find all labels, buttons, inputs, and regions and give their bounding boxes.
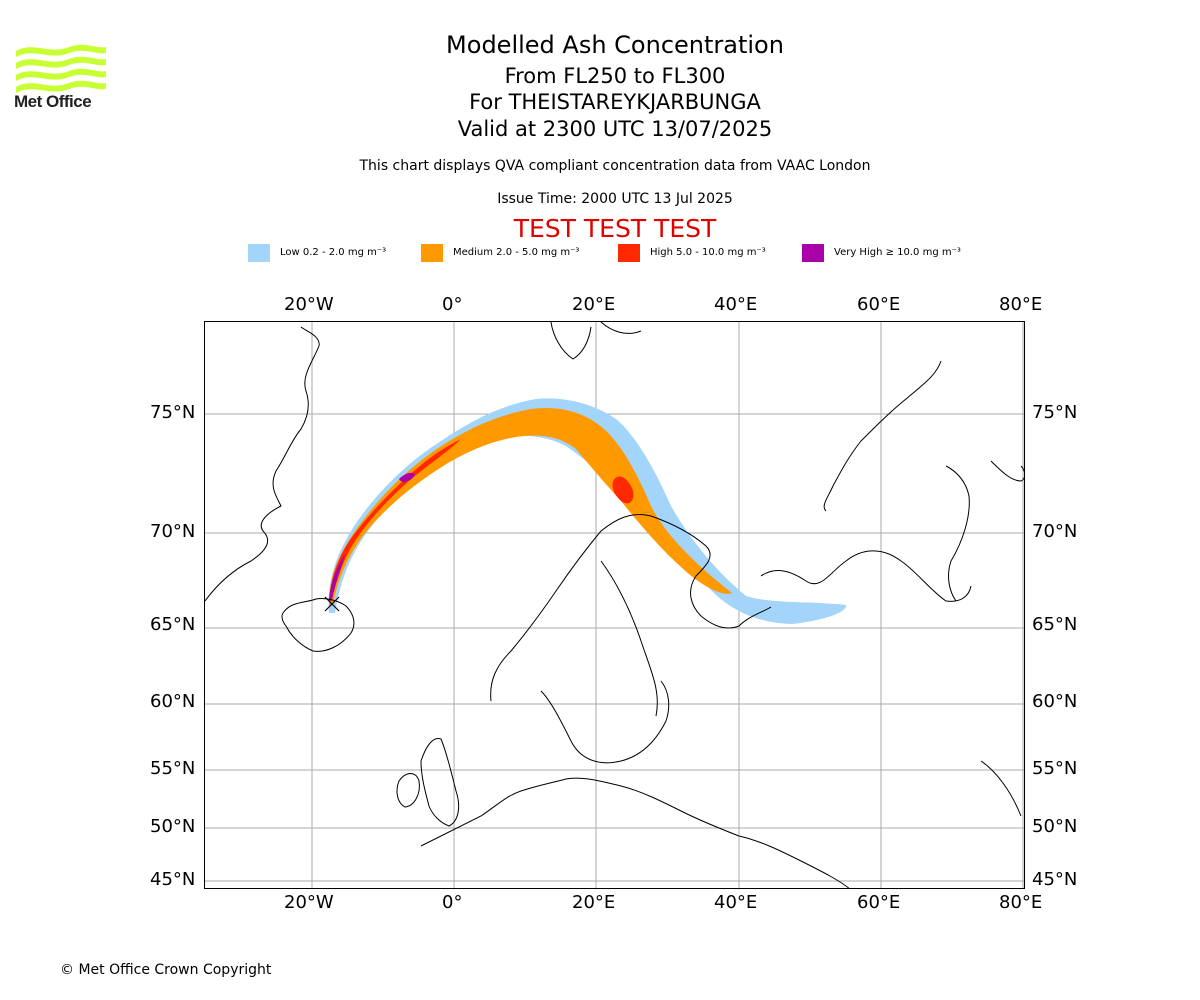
legend-label-very-high: Very High ≥ 10.0 mg m⁻³ [834,247,961,258]
lon-label-top-0: 0° [442,294,463,315]
lon-label-bottom-80e: 80°E [999,892,1043,913]
legend-label-high: High 5.0 - 10.0 mg m⁻³ [650,247,766,258]
map-canvas [205,322,1024,888]
lat-label-right-65n: 65°N [1032,614,1078,635]
volcano-marker-icon [324,596,340,612]
copyright-text: © Met Office Crown Copyright [60,962,272,978]
ash-medium-region [329,407,732,605]
lon-label-top-20w: 20°W [284,294,334,315]
legend-swatch-low [248,244,270,262]
coastline-yamal [945,465,970,602]
legend-swatch-medium [421,244,443,262]
lat-label-left-45n: 45°N [150,869,196,890]
lat-label-right-45n: 45°N [1032,869,1078,890]
lat-label-left-50n: 50°N [150,816,196,837]
lon-label-bottom-40e: 40°E [714,892,758,913]
lon-label-top-40e: 40°E [714,294,758,315]
lon-label-top-60e: 60°E [857,294,901,315]
coastline-baltic [540,680,670,764]
lat-label-right-70n: 70°N [1032,521,1078,542]
coastline-iceland [281,598,355,652]
met-office-logo [16,44,106,93]
coastlines [205,322,1024,888]
coastline-britain [420,737,460,827]
coastline-novaya-zemlya [823,360,942,512]
legend-swatch-high [618,244,640,262]
lon-label-bottom-60e: 60°E [857,892,901,913]
coastline-svalbard-east [600,322,642,334]
lon-label-bottom-20w: 20°W [284,892,334,913]
lon-label-top-80e: 80°E [999,294,1043,315]
coastline-europe [420,777,850,888]
coastline-east-seas [980,760,1022,817]
map-panel[interactable] [204,321,1025,889]
coastline-scandinavia [490,514,772,702]
lat-label-left-70n: 70°N [150,521,196,542]
ash-high-region-east [612,476,634,504]
issue-time: Issue Time: 2000 UTC 13 Jul 2025 [497,191,733,207]
legend-label-medium: Medium 2.0 - 5.0 mg m⁻³ [453,247,580,258]
coastline-east-arctic [990,460,1024,482]
logo-text: Met Office [14,92,92,111]
ash-very-high-region [329,554,345,599]
coastline-russia-north [760,550,972,602]
lat-label-left-65n: 65°N [150,614,196,635]
coastline-svalbard [550,322,592,360]
coastline-finland [600,560,658,717]
lon-label-bottom-0: 0° [442,892,463,913]
lat-label-right-60n: 60°N [1032,691,1078,712]
coastline-greenland [205,326,320,602]
lon-label-bottom-20e: 20°E [572,892,616,913]
ash-very-high-spot [399,472,415,482]
lat-label-left-75n: 75°N [150,402,196,423]
coastline-ireland [396,773,420,808]
lon-label-top-20e: 20°E [572,294,616,315]
lat-label-right-55n: 55°N [1032,758,1078,779]
legend-swatch-very-high [802,244,824,262]
lat-label-left-55n: 55°N [150,758,196,779]
flight-level-range: From FL250 to FL300 [504,64,726,88]
lat-label-left-60n: 60°N [150,691,196,712]
chart-title: Modelled Ash Concentration [446,31,784,59]
chart-description: This chart displays QVA compliant concen… [359,158,871,174]
volcano-name: For THEISTAREYKJARBUNGA [469,90,761,114]
test-banner: TEST TEST TEST [513,214,717,243]
lat-label-right-50n: 50°N [1032,816,1078,837]
lat-label-right-75n: 75°N [1032,402,1078,423]
graticule [205,322,1024,888]
valid-time: Valid at 2300 UTC 13/07/2025 [457,117,773,141]
legend-label-low: Low 0.2 - 2.0 mg m⁻³ [280,247,387,258]
